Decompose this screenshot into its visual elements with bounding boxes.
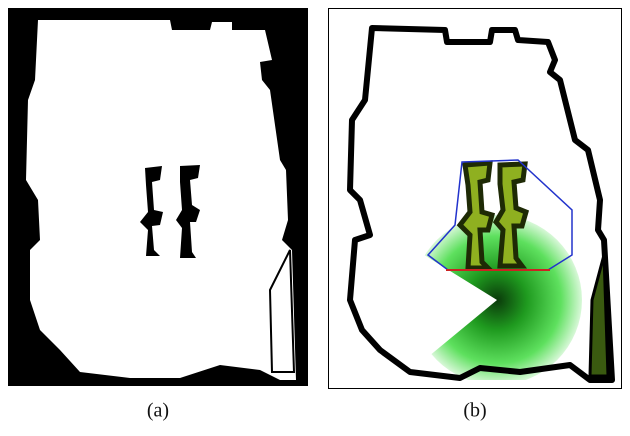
caption: (a) [147,400,169,422]
caption: (b) [463,400,486,422]
panel-b [329,9,622,389]
free-space [26,20,296,380]
panel-a [8,8,308,386]
figure: (a) (b) [0,0,630,436]
